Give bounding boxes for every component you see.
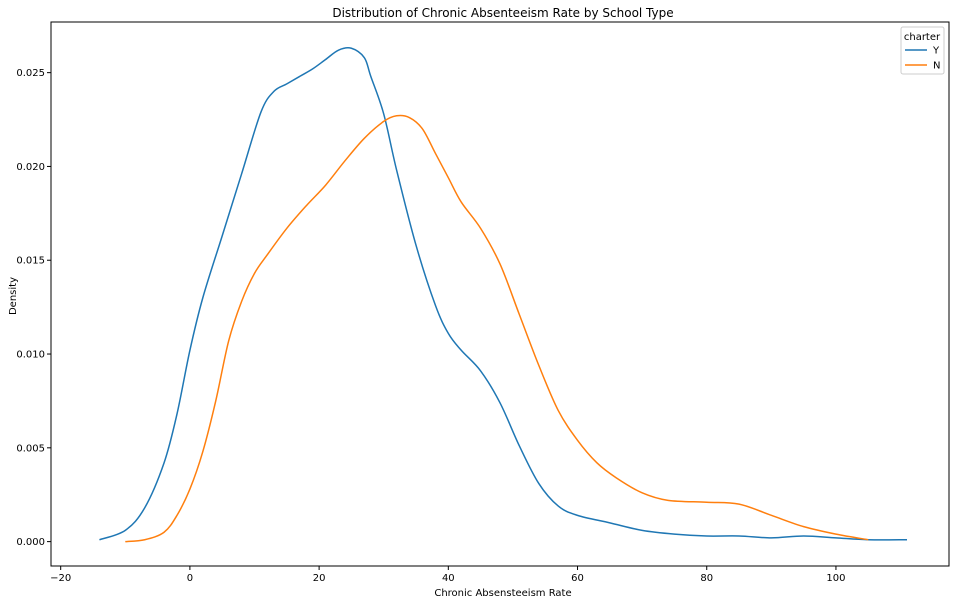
x-axis-ticks: −20 0 20 40 60 80 100: [50, 566, 845, 584]
y-axis-label: Density: [8, 277, 19, 315]
chart-title: Distribution of Chronic Absenteeism Rate…: [332, 6, 673, 20]
series-line-y: [99, 47, 908, 541]
x-tick-label: 60: [571, 573, 584, 584]
y-tick-label: 0.010: [16, 350, 45, 361]
y-tick-label: 0.005: [16, 443, 45, 454]
y-tick-label: 0.020: [16, 162, 45, 173]
legend-title: charter: [904, 32, 941, 43]
x-tick-label: 0: [187, 573, 193, 584]
y-tick-label: 0.025: [16, 68, 45, 79]
x-tick-label: 80: [700, 573, 713, 584]
series-line-n: [125, 114, 869, 543]
series-layer: [99, 47, 908, 543]
legend-label: N: [933, 61, 940, 72]
y-tick-label: 0.000: [16, 537, 45, 548]
x-tick-label: −20: [50, 573, 71, 584]
x-tick-label: 100: [826, 573, 845, 584]
legend-label: Y: [932, 46, 940, 57]
y-tick-label: 0.015: [16, 256, 45, 267]
x-tick-label: 20: [313, 573, 326, 584]
y-axis-ticks: 0.000 0.005 0.010 0.015 0.020 0.025: [16, 68, 51, 548]
plot-frame: [50, 21, 950, 567]
x-tick-label: 40: [442, 573, 455, 584]
legend-entries: YN: [905, 46, 940, 72]
x-axis-label: Chronic Absensteeism Rate: [434, 588, 571, 599]
legend: charter YN: [900, 26, 945, 75]
